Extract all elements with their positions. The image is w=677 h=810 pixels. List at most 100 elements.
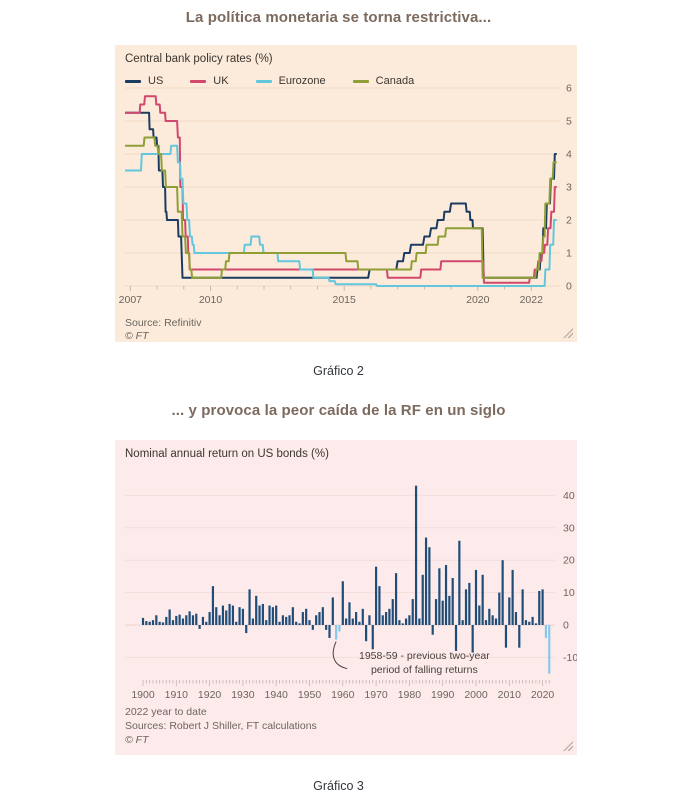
bar-2021 xyxy=(544,625,548,638)
legend-item-US: US xyxy=(125,75,163,87)
bar-2004 xyxy=(488,608,491,625)
y-axis-label: 0 xyxy=(563,620,569,632)
bar-1971 xyxy=(378,586,381,625)
x-axis-label: 1910 xyxy=(165,689,189,701)
bar-1935 xyxy=(258,605,261,625)
bar-2015 xyxy=(524,620,528,625)
x-axis-label: 1970 xyxy=(364,689,388,701)
bar-1960 xyxy=(341,581,344,625)
bar-1981 xyxy=(411,599,414,625)
bar-1997 xyxy=(464,589,468,625)
bar-2003 xyxy=(484,620,488,625)
bar-1953 xyxy=(318,612,321,625)
bar-1959 xyxy=(338,625,341,632)
bar-2016 xyxy=(528,621,531,625)
bar-1916 xyxy=(195,613,198,625)
section-title-bond-returns: ... y provoca la peor caída de la RF en … xyxy=(171,402,506,419)
bar-2008 xyxy=(501,560,504,625)
bar-2017 xyxy=(531,616,534,625)
bar-1900 xyxy=(141,617,145,625)
bar-1993 xyxy=(451,578,454,625)
bar-2013 xyxy=(518,625,521,648)
bar-1982 xyxy=(414,485,418,625)
bar-1907 xyxy=(165,616,168,625)
bar-1945 xyxy=(291,607,294,625)
bar-1943 xyxy=(285,616,288,625)
bar-1906 xyxy=(161,622,165,625)
section-title-monetary-policy: La política monetaria se torna restricti… xyxy=(185,9,492,26)
bar-2019 xyxy=(538,590,541,625)
bar-1950 xyxy=(308,620,311,625)
bar-1902 xyxy=(148,621,151,625)
bar-2014 xyxy=(521,589,524,625)
bar-1975 xyxy=(391,599,394,625)
bar-1949 xyxy=(305,608,308,625)
bar-1939 xyxy=(271,607,274,625)
bar-1968 xyxy=(368,615,371,625)
legend-label: US xyxy=(148,75,164,87)
bar-1986 xyxy=(428,547,431,625)
resize-handle-icon xyxy=(563,328,573,338)
bar-1969 xyxy=(371,625,374,650)
bar-1970 xyxy=(375,566,378,625)
x-axis-label: 2010 xyxy=(498,689,522,701)
bar-1987 xyxy=(431,625,434,635)
bar-1901 xyxy=(145,621,148,625)
legend-item-Canada: Canada xyxy=(352,75,414,87)
bar-2002 xyxy=(481,574,484,625)
bar-1929 xyxy=(238,607,241,625)
bar-1918 xyxy=(201,616,205,625)
y-axis-label: 30 xyxy=(563,522,575,534)
x-axis-label: 1930 xyxy=(231,689,255,701)
bar-1909 xyxy=(171,620,175,625)
bar-1920 xyxy=(208,612,211,625)
y-axis-label: 0 xyxy=(566,281,572,293)
x-axis-label: 1960 xyxy=(331,689,355,701)
y-axis-label: 2 xyxy=(566,215,572,227)
bar-1976 xyxy=(394,573,398,625)
bar-1910 xyxy=(175,615,178,625)
bar-2022 xyxy=(548,625,551,674)
bar-1912 xyxy=(181,618,185,625)
chart1-caption: Gráfico 2 xyxy=(313,364,364,378)
bar-2006 xyxy=(494,618,498,625)
bar-1978 xyxy=(401,623,404,625)
x-axis-label: 2015 xyxy=(332,294,356,306)
bar-1958 xyxy=(335,625,338,640)
bar-1964 xyxy=(355,612,358,625)
bar-1923 xyxy=(218,615,221,625)
bar-1930 xyxy=(241,608,244,625)
y-axis-label: 3 xyxy=(566,182,572,194)
x-axis-label: 1990 xyxy=(431,689,455,701)
chart1-copyright: © FT xyxy=(125,330,149,342)
legend-label: Eurozone xyxy=(278,75,326,87)
chart2-title: Nominal annual return on US bonds (%) xyxy=(125,448,329,460)
bar-1984 xyxy=(421,574,424,625)
y-axis-label: 5 xyxy=(566,116,572,128)
bar-1946 xyxy=(295,621,298,625)
bar-1927 xyxy=(231,605,235,625)
chart2-footnote: 2022 year to date xyxy=(125,706,207,718)
bar-1956 xyxy=(328,625,331,638)
bar-1980 xyxy=(408,615,411,625)
bar-1915 xyxy=(191,615,195,625)
bar-1933 xyxy=(251,618,254,625)
chart1-legend: US UK Eurozone Canada xyxy=(125,75,441,87)
bar-1952 xyxy=(315,615,318,625)
bar-1966 xyxy=(361,608,364,625)
bar-1954 xyxy=(321,607,324,625)
bar-2012 xyxy=(514,612,518,625)
bar-1951 xyxy=(311,625,314,630)
bar-1931 xyxy=(245,625,248,634)
bar-1965 xyxy=(358,621,361,625)
y-axis-label: 10 xyxy=(563,587,575,599)
chart2-caption: Gráfico 3 xyxy=(313,779,364,793)
annotation-line1: 1958-59 - previous two-year xyxy=(359,650,490,662)
bar-1913 xyxy=(185,615,188,625)
x-axis-label: 1900 xyxy=(131,689,155,701)
bar-1917 xyxy=(198,625,201,629)
bar-1944 xyxy=(288,615,291,625)
bar-2001 xyxy=(478,605,481,625)
bar-1990 xyxy=(441,600,444,625)
bar-1957 xyxy=(331,597,334,625)
